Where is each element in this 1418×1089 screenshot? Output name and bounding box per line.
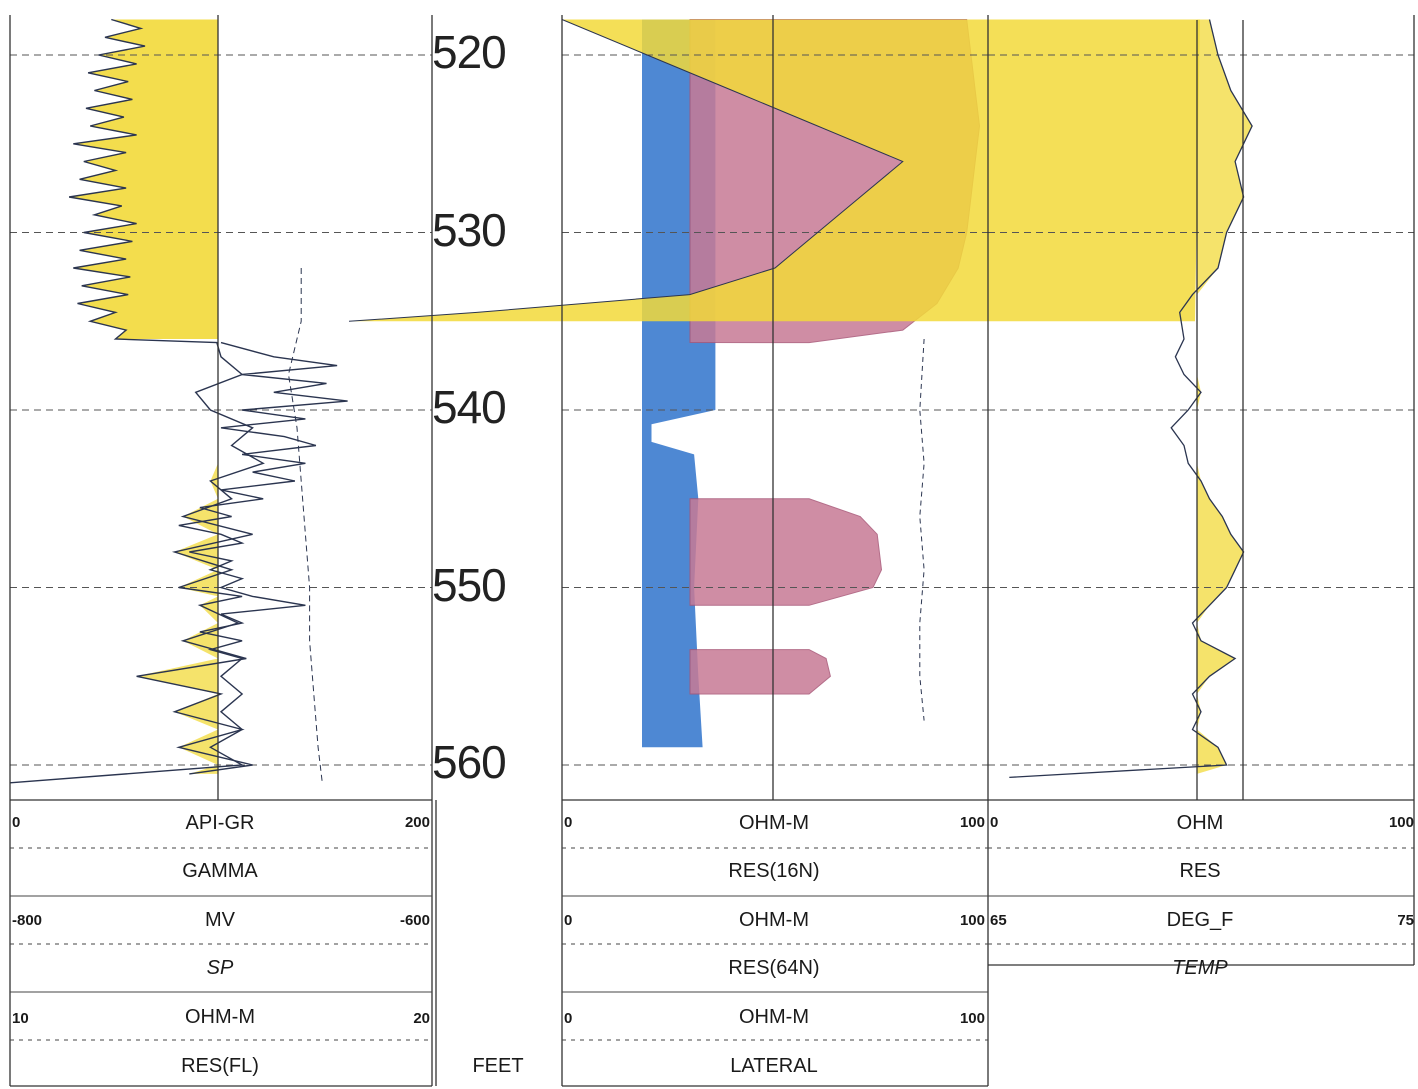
res64n-scale-max: 100 [959, 912, 985, 929]
temp-curve-name: TEMP [1172, 957, 1228, 979]
curve-fills [69, 19, 1253, 774]
gamma-unit: API-GR [185, 812, 255, 834]
sp-curve [9, 341, 348, 784]
res16n-scale-max: 100 [959, 814, 985, 831]
res-unit: OHM [1176, 812, 1224, 834]
gamma-fill-lower [136, 427, 218, 774]
lateral-scale-min: 0 [564, 1010, 573, 1027]
res64n-fill-2 [689, 498, 883, 606]
resfl-unit: OHM-M [185, 1006, 255, 1028]
res16n-curve-name: RES(16N) [728, 860, 820, 882]
resfl-scale-min: 10 [12, 1010, 29, 1027]
depth-unit: FEET [472, 1055, 524, 1077]
resfl-curve [287, 268, 323, 783]
res-curve-name: RES [1179, 860, 1221, 882]
sp-scale-min: -800 [12, 912, 43, 929]
depth-tick-label: 560 [432, 736, 507, 788]
resfl-curve-name: RES(FL) [181, 1055, 259, 1077]
temp-curve [348, 19, 904, 322]
sp-scale-max: -600 [399, 912, 430, 929]
lateral-curve-name: LATERAL [730, 1055, 818, 1077]
depth-tick-label: 530 [432, 203, 507, 256]
temp-unit: DEG_F [1166, 909, 1234, 931]
res-scale-min: 0 [990, 814, 999, 831]
depth-tick-label: 540 [432, 381, 507, 433]
lateral-scale-max: 100 [959, 1010, 985, 1027]
lateral-unit: OHM-M [739, 1006, 809, 1028]
depth-tick-label: 550 [432, 558, 507, 611]
gamma-curve [68, 18, 265, 775]
gamma-scale-max: 200 [404, 814, 430, 831]
res-curve [1009, 19, 1253, 779]
res16n-unit: OHM-M [739, 812, 809, 834]
sp-unit: MV [205, 909, 235, 931]
res16n-scale-min: 0 [564, 814, 573, 831]
res-fill [1197, 19, 1253, 774]
lateral-curve [919, 338, 925, 721]
res64n-fill-3 [689, 649, 831, 695]
res-scale-max: 100 [1388, 814, 1414, 831]
temp-scale-min: 65 [990, 912, 1007, 929]
res64n-unit: OHM-M [739, 909, 809, 931]
gamma-fill-upper [69, 19, 218, 339]
temp-scale-max: 75 [1397, 912, 1414, 929]
gamma-scale-min: 0 [12, 814, 21, 831]
curve-lines [9, 18, 1253, 784]
res64n-curve-name: RES(64N) [728, 957, 820, 979]
res64n-scale-min: 0 [564, 912, 573, 929]
depth-tick-label: 520 [432, 26, 507, 78]
track-borders [9, 15, 1415, 1087]
sp-curve-name: SP [206, 957, 234, 979]
temp-fill [349, 19, 1200, 322]
resfl-scale-max: 20 [413, 1010, 430, 1027]
gamma-curve-name: GAMMA [182, 860, 258, 882]
